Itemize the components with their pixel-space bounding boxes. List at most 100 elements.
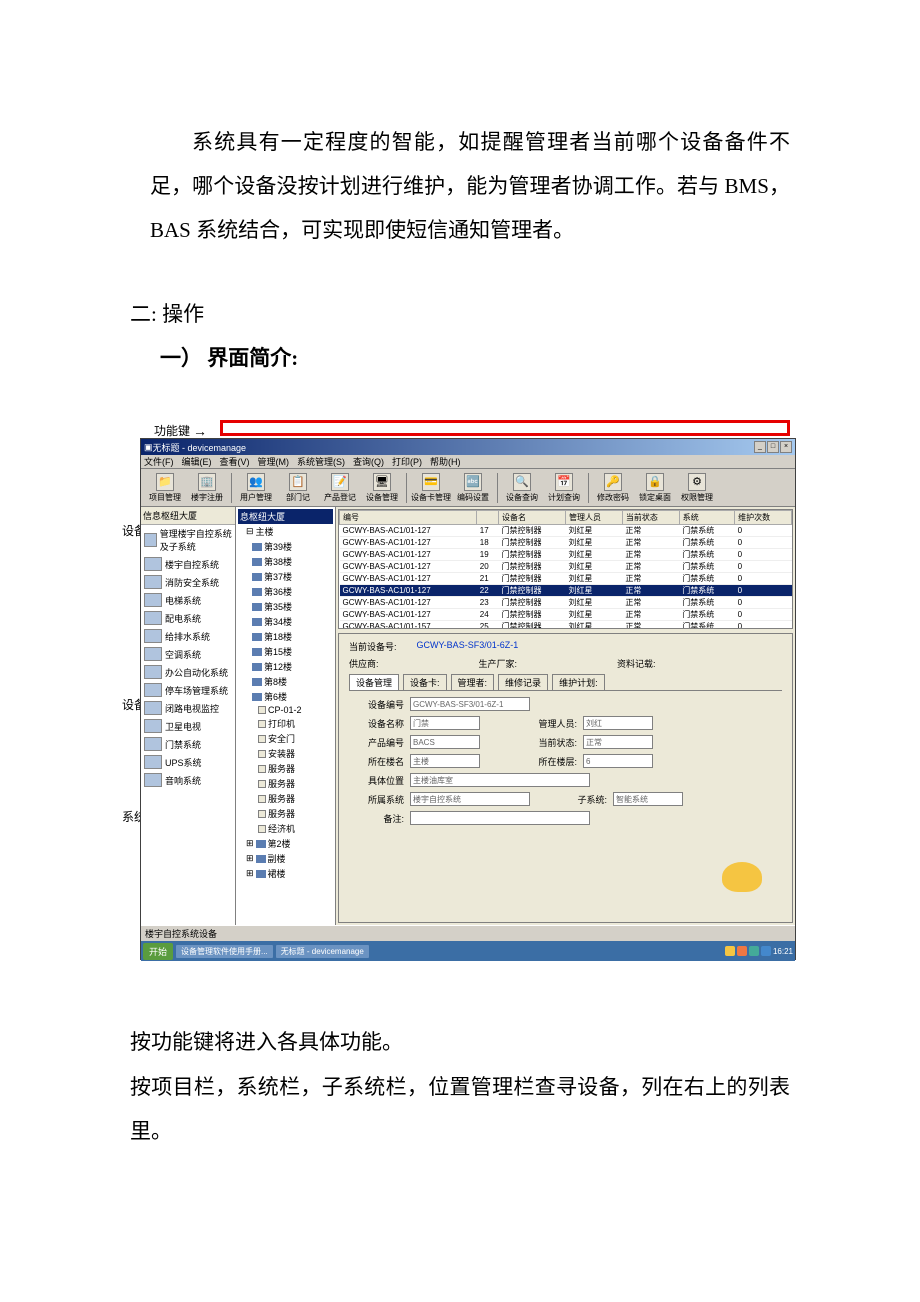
detail-tab[interactable]: 维护计划: bbox=[552, 674, 605, 690]
minimize-button[interactable]: _ bbox=[754, 441, 766, 453]
toolbar-button[interactable]: 💳设备卡管理 bbox=[411, 471, 451, 505]
sidebar-item[interactable]: 闭路电视监控 bbox=[141, 699, 235, 717]
table-row[interactable]: GCWY-BAS-AC1/01-15725门禁控制器刘红星正常门禁系统0 bbox=[340, 621, 792, 630]
table-cell: 25 bbox=[477, 621, 499, 630]
toolbar-icon: 📁 bbox=[156, 473, 174, 491]
field-input-floor[interactable]: 6 bbox=[583, 754, 653, 768]
tree-root[interactable]: ⊟主楼 bbox=[238, 524, 333, 539]
sidebar-item[interactable]: 电梯系统 bbox=[141, 591, 235, 609]
tree-leaf[interactable]: 服务器 bbox=[238, 761, 333, 776]
tree-node[interactable]: 第38楼 bbox=[238, 554, 333, 569]
tree-node[interactable]: 第35楼 bbox=[238, 599, 333, 614]
field-input-building[interactable]: 主楼 bbox=[410, 754, 480, 768]
field-input-device-name[interactable]: 门禁 bbox=[410, 716, 480, 730]
table-cell: 正常 bbox=[622, 573, 679, 585]
sidebar-item[interactable]: 办公自动化系统 bbox=[141, 663, 235, 681]
menu-item[interactable]: 管理(M) bbox=[258, 455, 290, 468]
tree-node[interactable]: 第6楼 bbox=[238, 689, 333, 704]
maximize-button[interactable]: □ bbox=[767, 441, 779, 453]
table-row[interactable]: GCWY-BAS-AC1/01-12724门禁控制器刘红星正常门禁系统0 bbox=[340, 609, 792, 621]
tree-node[interactable]: 第8楼 bbox=[238, 674, 333, 689]
toolbar-button[interactable]: ⚙权限管理 bbox=[677, 471, 717, 505]
toolbar-button[interactable]: 🔒锁定桌面 bbox=[635, 471, 675, 505]
field-input-note[interactable] bbox=[410, 811, 590, 825]
field-input-subsystem[interactable]: 智能系统 bbox=[613, 792, 683, 806]
menu-item[interactable]: 文件(F) bbox=[144, 455, 174, 468]
sidebar-item[interactable]: 门禁系统 bbox=[141, 735, 235, 753]
sidebar-label: 空调系统 bbox=[165, 648, 201, 661]
table-row[interactable]: GCWY-BAS-AC1/01-12718门禁控制器刘红星正常门禁系统0 bbox=[340, 537, 792, 549]
table-row[interactable]: GCWY-BAS-AC1/01-12719门禁控制器刘红星正常门禁系统0 bbox=[340, 549, 792, 561]
folder-icon bbox=[256, 870, 266, 878]
toolbar-button[interactable]: 🏢楼宇注册 bbox=[187, 471, 227, 505]
table-row[interactable]: GCWY-BAS-AC1/01-12721门禁控制器刘红星正常门禁系统0 bbox=[340, 573, 792, 585]
close-button[interactable]: × bbox=[780, 441, 792, 453]
tree-node[interactable]: 第18楼 bbox=[238, 629, 333, 644]
toolbar-button[interactable]: 👥用户管理 bbox=[236, 471, 276, 505]
sidebar-item[interactable]: 音响系统 bbox=[141, 771, 235, 789]
tree-node[interactable]: ⊞裙楼 bbox=[238, 866, 333, 881]
tree-node[interactable]: 第39楼 bbox=[238, 539, 333, 554]
tree-node[interactable]: ⊞第2楼 bbox=[238, 836, 333, 851]
toolbar-button[interactable]: 📋部门记 bbox=[278, 471, 318, 505]
toolbar-button[interactable]: 📁项目管理 bbox=[145, 471, 185, 505]
sidebar-item[interactable]: UPS系统 bbox=[141, 753, 235, 771]
tree-node[interactable]: ⊞副楼 bbox=[238, 851, 333, 866]
toolbar-button[interactable]: 🔤编码设置 bbox=[453, 471, 493, 505]
menu-item[interactable]: 查看(V) bbox=[220, 455, 250, 468]
detail-tab[interactable]: 维修记录 bbox=[498, 674, 548, 690]
field-input-location[interactable]: 主楼油库室 bbox=[410, 773, 590, 787]
toolbar-button[interactable]: 🔍设备查询 bbox=[502, 471, 542, 505]
sidebar-item[interactable]: 空调系统 bbox=[141, 645, 235, 663]
tree-leaf[interactable]: 服务器 bbox=[238, 776, 333, 791]
sidebar-item[interactable]: 配电系统 bbox=[141, 609, 235, 627]
table-row[interactable]: GCWY-BAS-AC1/01-12723门禁控制器刘红星正常门禁系统0 bbox=[340, 597, 792, 609]
taskbar-item[interactable]: 设备管理软件使用手册... bbox=[176, 945, 273, 958]
field-input-system[interactable]: 楼宇自控系统 bbox=[410, 792, 530, 806]
taskbar-item[interactable]: 无标题 - devicemanage bbox=[276, 945, 369, 958]
field-input-manager[interactable]: 刘红 bbox=[583, 716, 653, 730]
menu-item[interactable]: 编辑(E) bbox=[182, 455, 212, 468]
tree-leaf[interactable]: 服务器 bbox=[238, 806, 333, 821]
tree-node[interactable]: 第34楼 bbox=[238, 614, 333, 629]
sidebar-label: 闭路电视监控 bbox=[165, 702, 219, 715]
sidebar-label: 给排水系统 bbox=[165, 630, 210, 643]
toolbar-button[interactable]: 📝产品登记 bbox=[320, 471, 360, 505]
sidebar-icon bbox=[144, 665, 162, 679]
table-cell: 刘红星 bbox=[566, 573, 623, 585]
tree-leaf[interactable]: 服务器 bbox=[238, 791, 333, 806]
sidebar-item[interactable]: 楼宇自控系统 bbox=[141, 555, 235, 573]
tree-leaf[interactable]: 经济机 bbox=[238, 821, 333, 836]
start-button[interactable]: 开始 bbox=[143, 943, 173, 960]
tree-node[interactable]: 第15楼 bbox=[238, 644, 333, 659]
detail-tab[interactable]: 设备卡: bbox=[403, 674, 447, 690]
menu-item[interactable]: 系统管理(S) bbox=[297, 455, 345, 468]
tree-node[interactable]: 第37楼 bbox=[238, 569, 333, 584]
sidebar-item[interactable]: 管理楼宇自控系统及子系统 bbox=[141, 525, 235, 555]
field-input-product-no[interactable]: BACS bbox=[410, 735, 480, 749]
table-row[interactable]: GCWY-BAS-AC1/01-12717门禁控制器刘红星正常门禁系统0 bbox=[340, 525, 792, 537]
detail-tab[interactable]: 管理者: bbox=[451, 674, 495, 690]
tree-leaf[interactable]: CP-01-2 bbox=[238, 704, 333, 716]
sidebar-item[interactable]: 卫星电视 bbox=[141, 717, 235, 735]
field-input-status[interactable]: 正常 bbox=[583, 735, 653, 749]
field-input-device-no[interactable]: GCWY-BAS-SF3/01-6Z-1 bbox=[410, 697, 530, 711]
sidebar-item[interactable]: 停车场管理系统 bbox=[141, 681, 235, 699]
table-cell: 0 bbox=[735, 525, 792, 537]
tree-leaf[interactable]: 打印机 bbox=[238, 716, 333, 731]
toolbar-button[interactable]: 🖥设备管理 bbox=[362, 471, 402, 505]
tree-node[interactable]: 第36楼 bbox=[238, 584, 333, 599]
detail-tab[interactable]: 设备管理 bbox=[349, 674, 399, 690]
menu-item[interactable]: 查询(Q) bbox=[353, 455, 384, 468]
sidebar-item[interactable]: 消防安全系统 bbox=[141, 573, 235, 591]
toolbar-button[interactable]: 🔑修改密码 bbox=[593, 471, 633, 505]
table-row[interactable]: GCWY-BAS-AC1/01-12722门禁控制器刘红星正常门禁系统0 bbox=[340, 585, 792, 597]
tree-leaf[interactable]: 安装器 bbox=[238, 746, 333, 761]
menu-item[interactable]: 帮助(H) bbox=[430, 455, 461, 468]
table-row[interactable]: GCWY-BAS-AC1/01-12720门禁控制器刘红星正常门禁系统0 bbox=[340, 561, 792, 573]
toolbar-button[interactable]: 📅计划查询 bbox=[544, 471, 584, 505]
menu-item[interactable]: 打印(P) bbox=[392, 455, 422, 468]
tree-node[interactable]: 第12楼 bbox=[238, 659, 333, 674]
tree-leaf[interactable]: 安全门 bbox=[238, 731, 333, 746]
sidebar-item[interactable]: 给排水系统 bbox=[141, 627, 235, 645]
